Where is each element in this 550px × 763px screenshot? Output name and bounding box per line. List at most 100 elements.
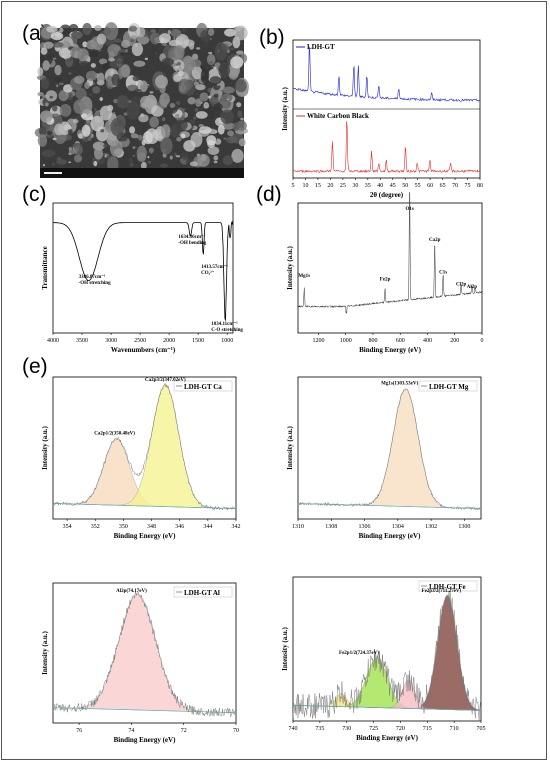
x-tick-label: 10 (302, 183, 308, 189)
sem-particle (92, 85, 101, 94)
legend-box (173, 586, 233, 598)
x-axis-label: Binding Energy (eV) (114, 532, 177, 540)
x-tick-label: 1308 (325, 524, 337, 530)
sem-particle (97, 72, 105, 84)
sem-particle (148, 147, 154, 154)
sem-particle (54, 64, 62, 76)
sem-particle (52, 137, 57, 141)
x-tick-label: 3500 (76, 338, 88, 344)
sem-particle (220, 109, 235, 125)
sem-particle (178, 78, 191, 93)
sem-particle (80, 61, 91, 68)
sem-particle (98, 92, 105, 99)
x-tick-label: 1310 (292, 524, 304, 530)
y-axis-label: Intensity (a.u.) (286, 425, 294, 469)
sem-particle (42, 163, 46, 167)
sem-particle (177, 70, 184, 77)
sem-particle (209, 76, 222, 85)
sem-particle (154, 52, 158, 55)
sem-particle (116, 95, 129, 109)
sem-particle (67, 92, 73, 101)
sem-particle (132, 145, 136, 149)
sem-particle (103, 27, 111, 37)
sem-particle (229, 47, 235, 51)
sem-particle (136, 152, 147, 163)
x-tick-label: 45 (390, 183, 396, 189)
sem-particle (204, 103, 208, 107)
legend-label: LDH-GT Ca (184, 383, 222, 391)
sem-particle (132, 75, 140, 82)
x-tick-label: 5 (292, 183, 295, 189)
sem-particle (59, 104, 72, 117)
sem-particle (160, 137, 173, 155)
x-tick-label: 72 (181, 728, 187, 734)
sem-particle (197, 153, 210, 167)
sem-particle (110, 117, 125, 137)
sem-particle (90, 63, 96, 68)
x-tick-label: 735 (315, 726, 324, 732)
sem-particle (159, 33, 171, 44)
sem-particle (213, 103, 223, 111)
sem-particle (73, 96, 78, 100)
sem-particle (56, 84, 59, 88)
sem-particle (222, 86, 235, 94)
xps-survey-chart: 1200 1000 800 600 400 200 0 Binding Energy (eV)… (286, 192, 484, 354)
ftir-annotation-desc: CO₃²⁻ (201, 270, 214, 276)
x-tick-label: 70 (233, 728, 239, 734)
x-tick-label: 2500 (134, 338, 146, 344)
sem-particle (37, 67, 44, 76)
x-tick-label: 70 (452, 183, 458, 189)
sem-particle (196, 47, 201, 50)
sem-particle (159, 92, 170, 108)
sem-particle (70, 31, 84, 40)
sem-particle (53, 76, 63, 83)
sem-particle (58, 90, 69, 102)
sem-particle (112, 111, 116, 114)
xps-peak-label: Cl2p (456, 282, 467, 287)
x-tick-label: 342 (232, 524, 241, 530)
sem-particle (162, 117, 166, 122)
x-tick-label: 4000 (47, 338, 59, 344)
sem-particle (120, 52, 125, 56)
sem-particle (188, 67, 195, 71)
x-tick-label: 400 (423, 338, 432, 344)
sem-particle (236, 50, 244, 55)
x-tick-label: 1306 (359, 524, 371, 530)
sem-particle (192, 116, 197, 120)
sem-particle (221, 122, 236, 130)
sem-particle (128, 137, 140, 147)
sem-particle (58, 47, 73, 59)
sem-particle (56, 156, 62, 161)
sem-particle (218, 62, 230, 79)
sem-particle (213, 160, 218, 164)
legend-label: LDH-GT Fe (429, 583, 466, 591)
sem-particle (81, 113, 88, 118)
sem-particle (236, 102, 242, 108)
sem-particle (94, 108, 97, 112)
sem-particle (125, 49, 128, 53)
sem-particle (138, 114, 149, 123)
plot-frame (297, 376, 482, 520)
sem-particle (217, 124, 225, 135)
sem-particle (196, 153, 200, 157)
sem-particle (149, 91, 154, 94)
sem-particle (174, 119, 188, 131)
x-tick-label: 344 (203, 524, 212, 530)
panel-label-c: (c) (22, 183, 47, 206)
sem-particle (130, 133, 139, 139)
sem-particle (150, 32, 161, 45)
sem-particle (40, 77, 50, 90)
sem-particle (169, 155, 173, 160)
x-tick-label: 1200 (312, 338, 324, 344)
sem-particle (159, 163, 169, 168)
legend-box (418, 580, 478, 592)
x-axis-label: Binding Energy (eV) (114, 736, 177, 744)
sem-particle (225, 136, 238, 144)
peak-label: Ca2p1/2(350.48eV) (94, 432, 135, 437)
sem-particle (151, 105, 164, 117)
sem-particle (152, 47, 158, 52)
sem-particle (73, 154, 83, 163)
x-tick-label: 730 (342, 726, 351, 732)
x-tick-label: 1000 (221, 338, 233, 344)
